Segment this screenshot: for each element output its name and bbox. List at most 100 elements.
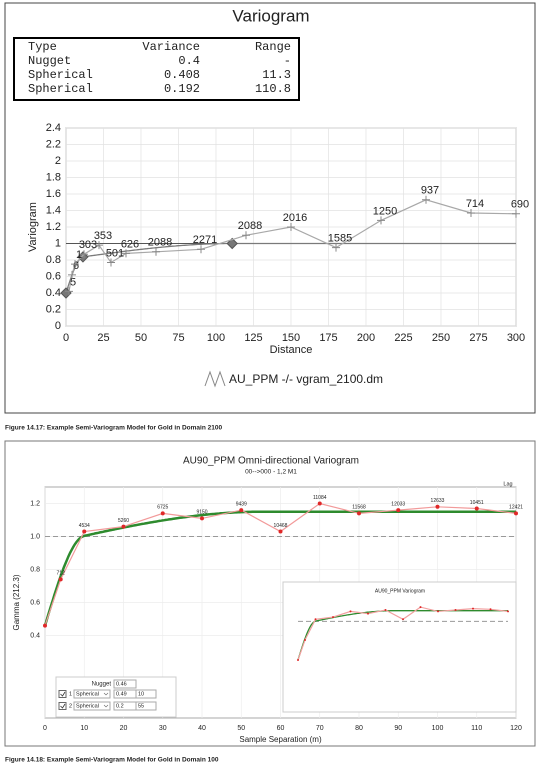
data-point	[278, 529, 283, 534]
y-axis-label: Variogram	[27, 202, 39, 252]
inset-frame	[282, 581, 517, 713]
x-tick-label: 150	[282, 332, 300, 344]
structure-type: Spherical	[76, 691, 99, 697]
chart-frame	[4, 2, 536, 414]
y-tick-label: 2.4	[46, 122, 61, 134]
data-point	[304, 639, 306, 641]
data-point	[367, 612, 369, 615]
model-table	[13, 37, 300, 101]
pair-count: 12033	[391, 501, 405, 507]
pair-count: 626	[121, 238, 139, 250]
x-tick-label: 250	[432, 332, 450, 344]
pair-count: 11084	[313, 495, 327, 501]
table-header: Range	[255, 40, 291, 54]
series-line	[297, 606, 509, 661]
x-tick-label: 50	[237, 725, 245, 732]
data-point	[95, 241, 103, 250]
data-point	[200, 516, 204, 521]
chart-frame	[4, 440, 536, 747]
pair-count: 712	[57, 571, 66, 577]
x-tick-label: 80	[355, 725, 363, 732]
dropdown-arrow	[103, 692, 109, 696]
data-point	[121, 524, 126, 529]
pair-count: 1	[76, 249, 82, 261]
y-tick-label: 1.4	[46, 204, 61, 216]
model-curve	[65, 242, 516, 294]
chart-title: Variogram	[232, 6, 309, 25]
pair-count: 2088	[238, 220, 262, 232]
x-axis-label: Distance	[270, 344, 313, 356]
y-axis-label: Gamma (212.3)	[12, 574, 21, 630]
y-tick-label: 2	[55, 155, 61, 167]
table-header: Type	[28, 40, 57, 54]
table-cell: 11.3	[262, 68, 291, 82]
pair-count: 10451	[470, 500, 484, 506]
nugget-value: 0.46	[116, 681, 127, 687]
pair-count: 12421	[509, 505, 523, 511]
input-box	[135, 701, 157, 711]
chart-subtitle: 00-->000 - 1,2 M1	[245, 469, 297, 476]
data-point	[454, 609, 457, 611]
x-tick-label: 50	[135, 332, 147, 344]
legend-icon	[204, 370, 226, 388]
data-point	[332, 616, 334, 619]
structure-variance: 0.2	[116, 703, 124, 709]
data-point	[422, 195, 430, 204]
data-point	[489, 608, 492, 611]
x-tick-label: 275	[469, 332, 487, 344]
data-point	[384, 609, 387, 611]
range-marker	[77, 251, 89, 263]
y-tick-label: 0.6	[46, 270, 61, 282]
series-line	[44, 502, 517, 626]
chart-title: AU90_PPM Omni-directional Variogram	[183, 456, 359, 467]
legend-label: AU_PPM -/- vgram_2100.dm	[229, 372, 383, 386]
x-tick-label: 25	[97, 332, 109, 344]
pair-count: 5	[70, 276, 76, 288]
data-point	[507, 610, 509, 613]
x-tick-label: 175	[319, 332, 337, 344]
data-point	[402, 618, 404, 621]
lag-label: Lag	[503, 481, 512, 487]
pair-count: 6725	[157, 505, 168, 511]
select-box	[73, 701, 111, 711]
x-tick-label: 125	[244, 332, 262, 344]
y-tick-label: 1.2	[46, 221, 61, 233]
y-tick-label: 0.4	[46, 287, 61, 299]
y-tick-label: 1.2	[30, 500, 40, 507]
data-point	[435, 504, 440, 509]
data-point	[297, 659, 299, 661]
pair-count: 5260	[118, 518, 129, 524]
x-tick-label: 0	[63, 332, 69, 344]
data-point	[107, 258, 115, 267]
x-tick-label: 60	[277, 725, 285, 732]
data-point	[437, 610, 439, 613]
pair-count: 1585	[328, 233, 352, 245]
structure-index: 2	[69, 703, 72, 709]
x-tick-label: 20	[120, 725, 128, 732]
table-cell: 0.4	[178, 54, 200, 68]
x-tick-label: 200	[357, 332, 375, 344]
data-point	[314, 618, 317, 621]
structure-type: Spherical	[76, 703, 99, 709]
x-tick-label: 300	[507, 332, 525, 344]
y-tick-label: 0	[55, 320, 61, 332]
pair-count: 1250	[373, 205, 397, 217]
pair-count: 6	[73, 260, 79, 272]
y-tick-label: 1.8	[46, 171, 61, 183]
x-tick-label: 110	[471, 725, 482, 732]
checkbox	[58, 690, 67, 698]
caption: Figure 14.18: Example Semi-Variogram Mod…	[5, 757, 219, 764]
y-tick-label: 0.8	[30, 566, 40, 573]
x-tick-label: 225	[394, 332, 412, 344]
x-tick-label: 90	[394, 725, 402, 732]
pair-count: 353	[94, 230, 112, 242]
x-tick-label: 10	[80, 725, 88, 732]
data-point	[43, 623, 47, 628]
data-point	[474, 506, 479, 511]
x-axis-label: Sample Separation (m)	[239, 735, 322, 744]
table-cell: Spherical	[28, 82, 93, 96]
pair-count: 4534	[79, 523, 90, 529]
pair-count: 690	[511, 199, 529, 211]
x-tick-label: 30	[159, 725, 167, 732]
